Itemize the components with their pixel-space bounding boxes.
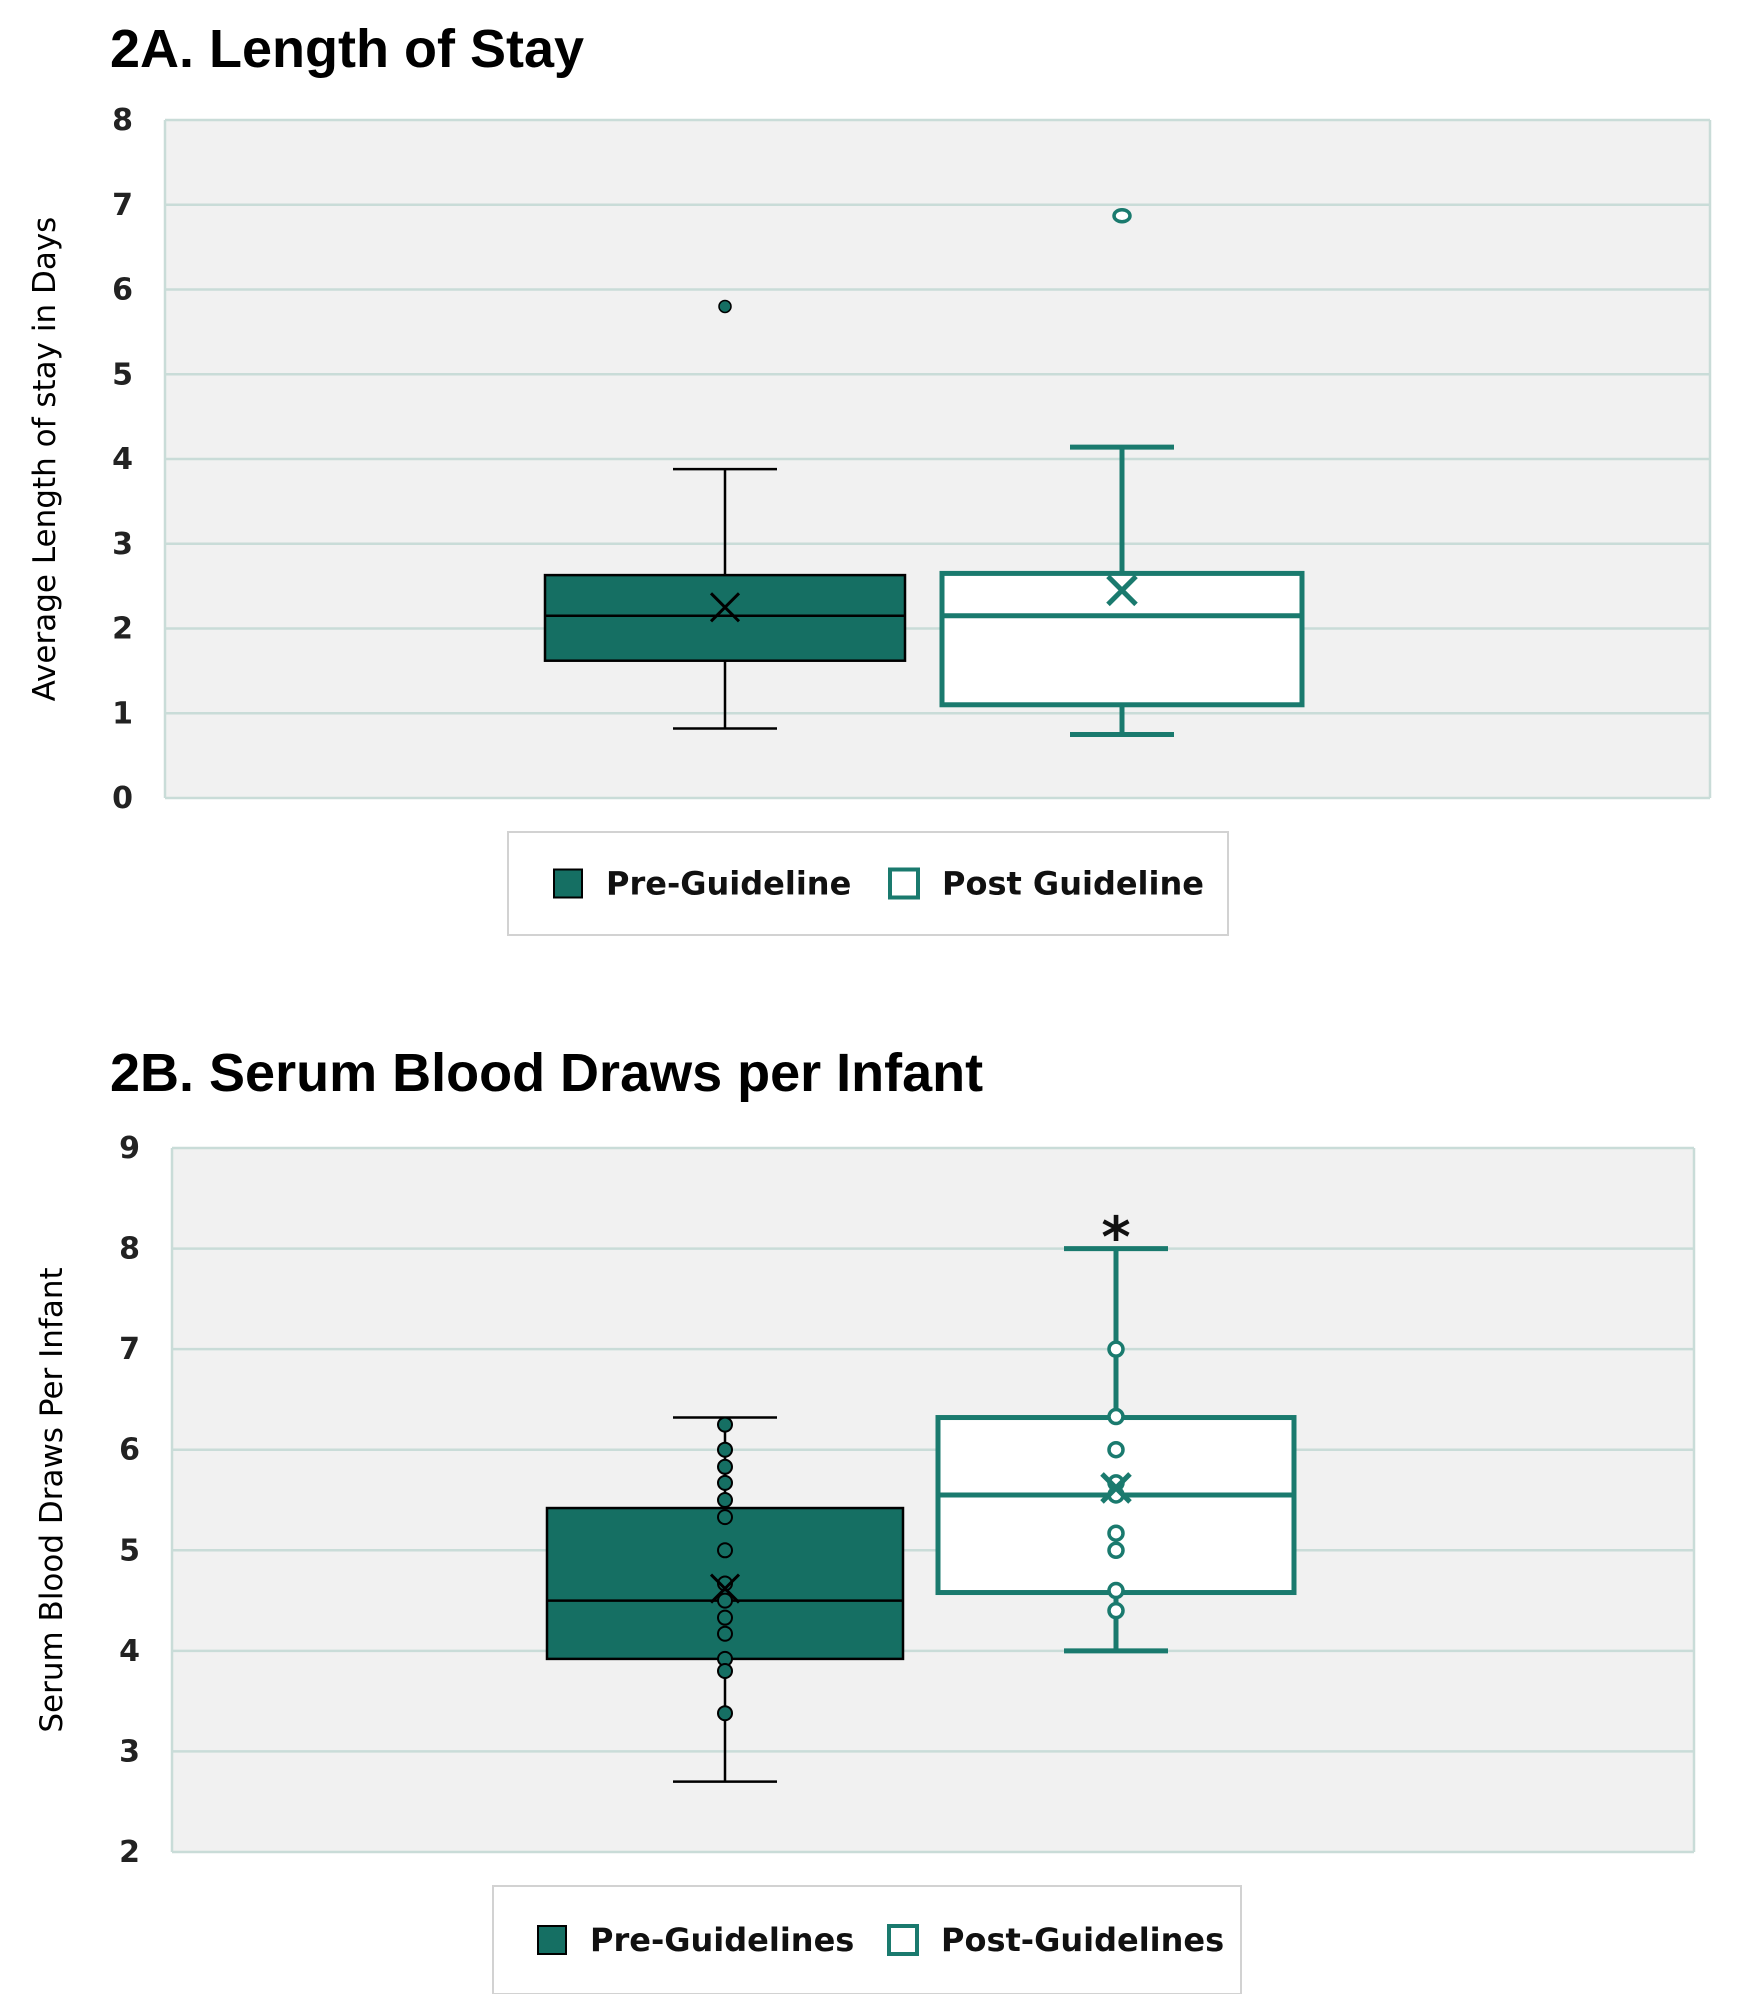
data-point [1107,1524,1125,1542]
chart-title: 2A. Length of Stay [110,19,585,79]
y-tick-label: 9 [119,1131,140,1166]
legend-label: Pre-Guideline [606,865,851,903]
data-point [717,1509,733,1526]
data-point [717,1625,733,1642]
data-point [717,1416,733,1433]
legend-swatch [537,1925,567,1955]
chart-title: 2B. Serum Blood Draws per Infant [110,1043,984,1103]
mean-marker [709,592,741,623]
y-tick-label: 3 [112,527,133,562]
plot-area [172,1148,1694,1852]
iqr-box [543,573,907,662]
post-box-group [939,208,1305,737]
data-point [1107,1581,1125,1600]
legend-box [492,1885,1242,1994]
y-tick-label: 8 [112,103,133,138]
y-tick-label: 1 [112,696,133,731]
y-axis-label: Average Length of stay in Days [27,217,63,702]
blood-draws-chart: 2 3 4 5 6 7 8 9 Serum Blood Draws Per Infant * Pre… [34,1131,1696,1994]
data-point [1107,1340,1125,1358]
y-tick-label: 6 [112,273,133,308]
mean-marker [709,1573,741,1604]
post-box-group [935,1246,1297,1654]
y-tick-label: 5 [119,1533,140,1568]
data-point [717,1609,733,1626]
y-tick-label: 8 [119,1232,140,1267]
outlier-point [718,299,732,314]
length-of-stay-chart: 0 1 2 3 4 5 6 7 8 Average Length of stay in Days P… [27,103,1712,936]
legend-box [507,831,1229,936]
legend-swatch [887,1924,919,1956]
legend-label: Pre-Guidelines [590,1921,854,1959]
data-point [1107,1407,1125,1426]
data-point [717,1592,733,1609]
y-tick-label: 2 [119,1835,140,1870]
data-point [1107,1601,1125,1620]
data-point [717,1705,733,1722]
y-tick-label: 6 [119,1433,140,1468]
data-point [717,1474,733,1491]
iqr-box [939,570,1305,708]
data-point [717,1662,733,1679]
y-tick-label: 4 [112,442,133,477]
mean-marker [1106,574,1138,607]
pre-box-group [545,1416,905,1783]
y-axis-label: Serum Blood Draws Per Infant [34,1267,70,1732]
legend-swatch [553,868,583,899]
data-point [717,1542,733,1559]
legend-label: Post-Guidelines [941,1921,1224,1959]
pre-box-group [543,299,907,730]
data-point [717,1492,733,1508]
data-point [1107,1541,1125,1560]
y-tick-label: 2 [112,612,133,647]
legend-label: Post Guideline [942,865,1204,903]
legend-swatch [888,867,920,900]
significance-asterisk: * [1101,1206,1130,1271]
data-point [717,1441,733,1458]
y-tick-label: 5 [112,357,133,392]
y-tick-label: 4 [119,1634,140,1669]
outlier-point [1112,208,1132,224]
mean-marker [1100,1472,1132,1504]
data-point [1107,1440,1125,1459]
y-tick-label: 7 [112,188,133,223]
data-point [717,1458,733,1475]
y-tick-label: 7 [119,1332,140,1367]
y-tick-label: 0 [112,781,133,816]
y-tick-label: 3 [119,1734,140,1769]
